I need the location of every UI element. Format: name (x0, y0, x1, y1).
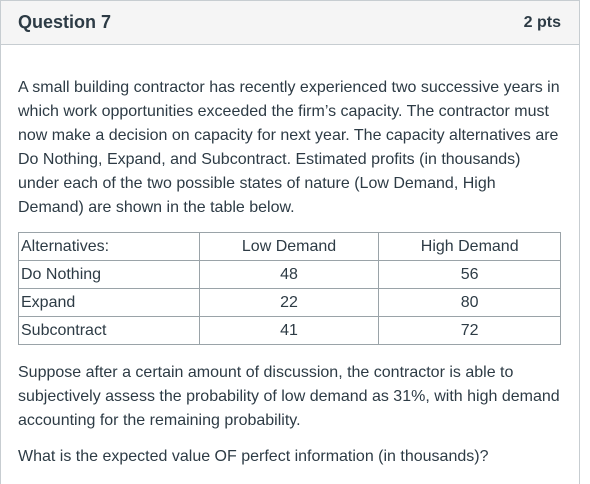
table-cell: 48 (198, 260, 380, 289)
question-intro: A small building contractor has recently… (18, 76, 563, 220)
question-prompt: What is the expected value OF perfect in… (18, 448, 489, 465)
table-cell: 22 (198, 288, 380, 317)
table-cell: 80 (378, 288, 561, 317)
question-header: Question 7 2 pts (1, 1, 579, 45)
table-cell: 72 (378, 316, 561, 345)
followup-text: Suppose after a certain amount of discus… (18, 364, 560, 429)
table-cell: Do Nothing (18, 260, 200, 289)
table-header-cell: Alternatives: (18, 232, 200, 261)
table-cell: Expand (18, 288, 200, 317)
table-row: Expand 22 80 (18, 288, 561, 317)
question-points: 2 pts (523, 13, 561, 31)
table-header-cell: High Demand (378, 232, 561, 261)
table-row: Subcontract 41 72 (18, 316, 561, 345)
table-row: Do Nothing 48 56 (18, 260, 561, 289)
table-header-cell: Low Demand (198, 232, 380, 261)
question-title: Question 7 (18, 12, 112, 32)
table-cell: 56 (378, 260, 561, 289)
intro-text: A small building contractor has recently… (18, 79, 560, 216)
table-cell: Subcontract (18, 316, 200, 345)
alternatives-table: Alternatives: Low Demand High Demand Do … (18, 232, 561, 345)
table-cell: 41 (198, 316, 380, 345)
table-header-row: Alternatives: Low Demand High Demand (18, 232, 561, 261)
